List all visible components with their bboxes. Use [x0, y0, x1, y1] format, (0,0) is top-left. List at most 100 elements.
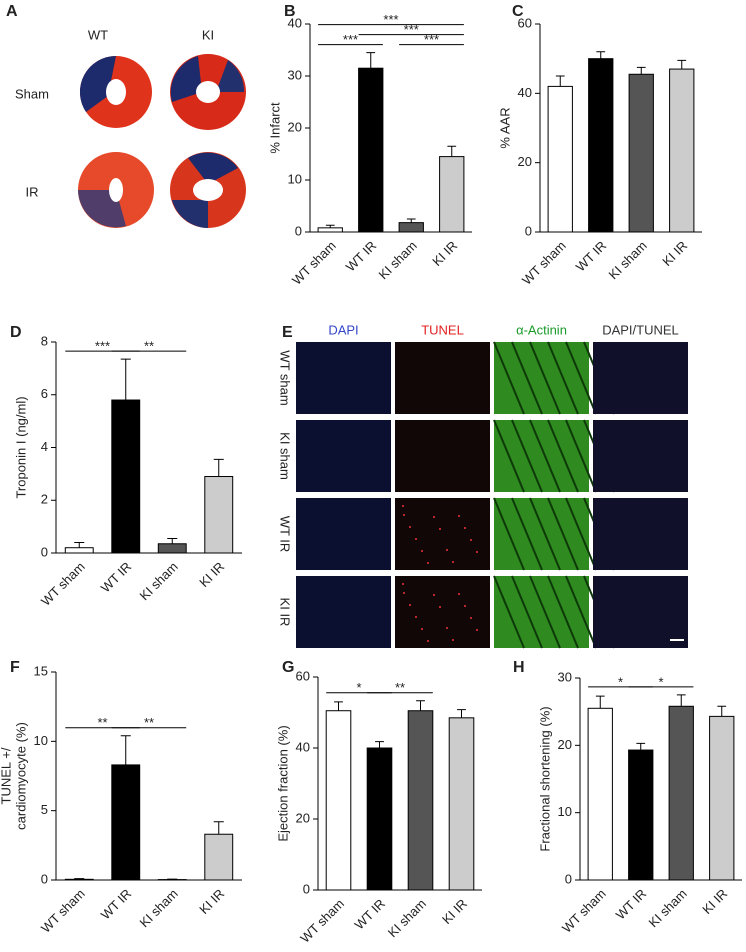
error-bar [416, 700, 425, 711]
column-label: KI [202, 27, 214, 42]
x-tick-label: KI sham [385, 896, 429, 940]
tunel-dot [446, 549, 448, 551]
y-axis-label: Ejection fraction (%) [275, 725, 290, 841]
y-tick-label: 6 [41, 386, 48, 401]
fiber-texture [493, 575, 525, 649]
y-axis-label: Troponin I (ng/ml) [13, 396, 28, 498]
fiber-texture [511, 419, 543, 493]
x-tick-label: WT IR [613, 886, 649, 922]
tunel-dot [476, 629, 478, 631]
y-tick-label: 60 [518, 15, 532, 30]
x-tick-label: KI IR [429, 238, 460, 269]
error-bar [457, 709, 466, 718]
micrograph [296, 498, 391, 570]
tunel-dot [470, 617, 472, 619]
row-label: Sham [15, 86, 49, 101]
panel-letter: E [282, 324, 293, 341]
fiber-texture [529, 497, 561, 571]
y-tick-label: 10 [34, 733, 48, 748]
panel-letter: G [282, 659, 294, 676]
tunel-dot [433, 594, 435, 596]
micrograph [296, 576, 391, 648]
y-tick-label: 0 [525, 223, 532, 238]
micrograph [395, 576, 490, 648]
x-tick-label: WT IR [343, 238, 379, 274]
tunel-dot [415, 616, 417, 618]
error-bar [555, 75, 565, 87]
bar [628, 73, 654, 233]
bar [407, 710, 434, 891]
bar [325, 710, 352, 891]
fiber-texture [547, 341, 579, 415]
fiber-texture [565, 341, 597, 415]
tunel-dot [427, 562, 429, 564]
bar [448, 717, 475, 891]
bar [64, 878, 94, 881]
fiber-texture [493, 341, 525, 415]
bar [111, 764, 141, 881]
error-bar [677, 59, 687, 70]
row-label: KI sham [278, 432, 293, 480]
y-axis-label: % AAR [497, 107, 512, 148]
fiber-texture [565, 497, 597, 571]
tunel-dot [439, 606, 441, 608]
bar [358, 67, 384, 233]
y-tick-label: 15 [34, 663, 48, 678]
bar [64, 547, 94, 554]
column-label: WT [88, 27, 108, 42]
tunel-dot [433, 516, 435, 518]
column-label: DAPI [328, 322, 358, 337]
significance-label: ** [395, 680, 405, 695]
y-tick-label: 4 [41, 439, 48, 454]
fiber-texture [565, 575, 597, 649]
fiber-texture [511, 497, 543, 571]
tunel-dot [421, 628, 423, 630]
x-tick-label: WT IR [98, 559, 134, 595]
x-tick-label: KI sham [375, 238, 419, 282]
tunel-dot [476, 551, 478, 553]
bar [111, 399, 141, 554]
x-tick-label: KI IR [439, 896, 470, 927]
y-tick-label: 2 [41, 492, 48, 507]
panel-letter: A [6, 3, 18, 20]
row-label: WT sham [278, 350, 293, 405]
y-axis-label: % Infarct [267, 102, 282, 154]
x-tick-label: WT IR [352, 896, 388, 932]
error-bar [120, 358, 131, 401]
tunel-dot [439, 528, 441, 530]
tunel-dot [421, 550, 423, 552]
x-tick-label: WT sham [289, 238, 339, 288]
panel-letter: F [10, 659, 20, 676]
y-tick-label: 40 [288, 15, 302, 30]
bar [398, 222, 424, 233]
fiber-texture [493, 497, 525, 571]
y-axis-label: TUNEL +/ [0, 747, 13, 804]
y-axis-label: Fractional shortening (%) [537, 706, 552, 851]
fiber-texture [493, 419, 525, 493]
column-label: DAPI/TUNEL [602, 322, 679, 337]
micrograph [593, 420, 688, 492]
significance-label: *** [424, 32, 439, 47]
bar [439, 156, 465, 233]
micrograph [593, 576, 688, 648]
x-tick-label: WT sham [297, 896, 347, 946]
fiber-texture [529, 341, 561, 415]
fiber-texture [547, 497, 579, 571]
y-tick-label: 30 [288, 67, 302, 82]
tunel-dot [427, 640, 429, 642]
tunel-dot [402, 583, 404, 585]
bar [157, 543, 187, 554]
bar [317, 227, 343, 233]
x-tick-label: WT sham [559, 886, 609, 936]
tunel-dot [470, 539, 472, 541]
error-bar [447, 145, 457, 157]
column-label: TUNEL [421, 322, 464, 337]
y-tick-label: 30 [558, 669, 572, 684]
tunel-dot [458, 515, 460, 517]
significance-label: *** [404, 22, 419, 37]
significance-label: *** [343, 32, 358, 47]
error-bar [120, 735, 131, 765]
tunel-dot [409, 604, 411, 606]
error-bar [676, 694, 686, 707]
tunel-dot [452, 561, 454, 563]
